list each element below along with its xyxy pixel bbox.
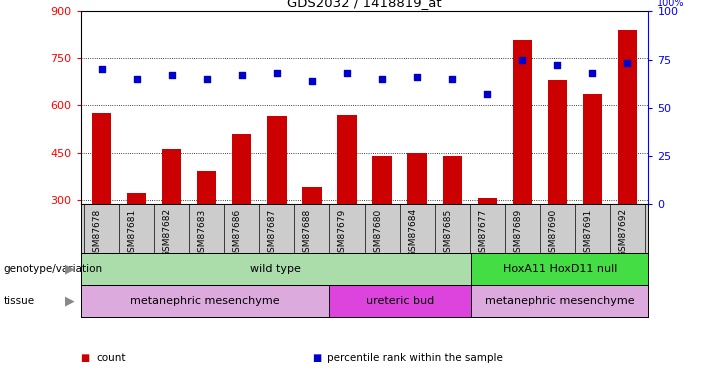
Text: 100%: 100% <box>657 0 684 9</box>
Point <box>96 66 107 72</box>
Text: GSM87687: GSM87687 <box>268 208 277 258</box>
Text: wild type: wild type <box>250 264 301 274</box>
Point <box>271 70 283 76</box>
Bar <box>329 285 471 317</box>
Bar <box>442 156 462 294</box>
Text: GSM87679: GSM87679 <box>338 208 347 258</box>
Point <box>447 76 458 82</box>
Point <box>587 70 598 76</box>
Point <box>306 78 318 84</box>
Text: ▶: ▶ <box>65 294 75 307</box>
Text: GSM87688: GSM87688 <box>303 208 312 258</box>
Bar <box>583 94 602 294</box>
Point <box>201 76 212 82</box>
Bar <box>618 30 637 294</box>
Point <box>552 62 563 68</box>
Bar <box>267 117 287 294</box>
Text: tissue: tissue <box>4 296 34 306</box>
Bar <box>302 187 322 294</box>
Text: ■: ■ <box>81 353 90 363</box>
Text: GSM87682: GSM87682 <box>163 208 172 257</box>
Text: genotype/variation: genotype/variation <box>4 264 102 274</box>
Bar <box>471 285 648 317</box>
Point <box>341 70 353 76</box>
Point <box>236 72 247 78</box>
Point <box>411 74 423 80</box>
Text: GSM87685: GSM87685 <box>443 208 452 258</box>
Bar <box>471 253 648 285</box>
Point <box>482 91 493 97</box>
Text: GSM87689: GSM87689 <box>513 208 522 258</box>
Bar <box>477 198 497 294</box>
Point <box>376 76 388 82</box>
Bar <box>547 80 567 294</box>
Text: percentile rank within the sample: percentile rank within the sample <box>327 353 503 363</box>
Bar <box>407 153 427 294</box>
Text: count: count <box>96 353 125 363</box>
Text: ■: ■ <box>312 353 321 363</box>
Point <box>166 72 177 78</box>
Text: GSM87686: GSM87686 <box>233 208 242 258</box>
Point <box>517 57 528 63</box>
Bar <box>81 253 471 285</box>
Text: GSM87690: GSM87690 <box>548 208 557 258</box>
Text: metanephric mesenchyme: metanephric mesenchyme <box>485 296 634 306</box>
Bar <box>92 113 111 294</box>
Text: ▶: ▶ <box>65 262 75 276</box>
Bar <box>512 39 532 294</box>
Title: GDS2032 / 1418819_at: GDS2032 / 1418819_at <box>287 0 442 9</box>
Point <box>131 76 142 82</box>
Text: GSM87692: GSM87692 <box>618 208 627 257</box>
Text: metanephric mesenchyme: metanephric mesenchyme <box>130 296 280 306</box>
Text: GSM87683: GSM87683 <box>198 208 207 258</box>
Point <box>622 60 633 66</box>
Bar <box>127 194 147 294</box>
Text: GSM87677: GSM87677 <box>478 208 487 258</box>
Bar <box>162 149 182 294</box>
Text: ureteric bud: ureteric bud <box>366 296 434 306</box>
Bar <box>232 134 252 294</box>
Bar <box>197 171 217 294</box>
Text: GSM87678: GSM87678 <box>93 208 102 258</box>
Text: GSM87681: GSM87681 <box>128 208 137 258</box>
Text: GSM87684: GSM87684 <box>408 208 417 257</box>
Bar <box>372 156 392 294</box>
Text: GSM87680: GSM87680 <box>373 208 382 258</box>
Bar <box>81 285 329 317</box>
Text: GSM87691: GSM87691 <box>583 208 592 258</box>
Text: HoxA11 HoxD11 null: HoxA11 HoxD11 null <box>503 264 617 274</box>
Bar <box>337 115 357 294</box>
